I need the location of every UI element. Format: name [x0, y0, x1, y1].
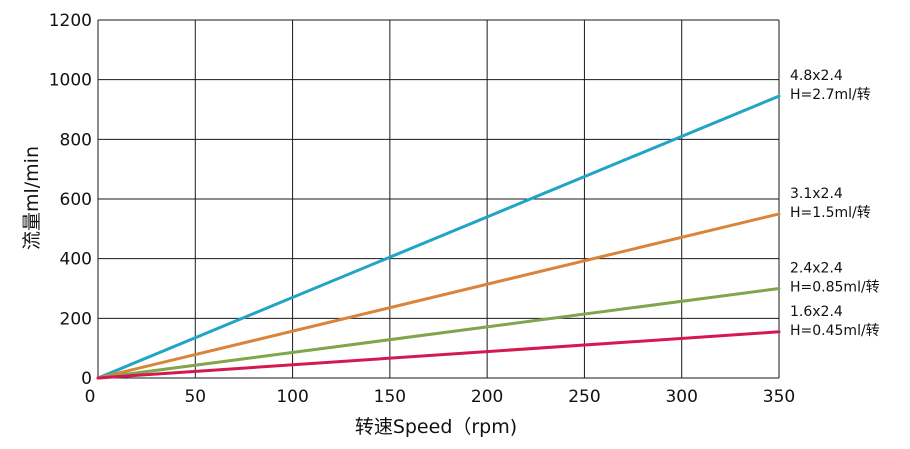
- x-tick-label: 100: [276, 387, 308, 407]
- series-label: 2.4x2.4: [790, 261, 843, 277]
- x-axis-title: 转速Speed（rpm): [355, 416, 517, 438]
- series-lines: [96, 94, 781, 380]
- x-tick-label: 350: [763, 387, 795, 407]
- y-tick-label: 200: [60, 309, 92, 329]
- grid: [97, 19, 780, 379]
- y-tick-label: 1200: [49, 11, 92, 31]
- series-label: H=1.5ml/转: [790, 205, 871, 221]
- series-line: [96, 94, 781, 380]
- tick-labels: 0 50 100 150 200 250 300 350 0 200 400 600 800 1000 12…: [49, 11, 795, 407]
- series-label: 1.6x2.4: [790, 304, 843, 320]
- y-tick-label: 400: [60, 250, 92, 270]
- y-tick-label: 1000: [49, 71, 92, 91]
- y-axis-title: 流量ml/min: [21, 146, 43, 250]
- x-tick-label: 300: [665, 387, 697, 407]
- y-tick-label: 0: [81, 369, 92, 389]
- series-label: H=0.45ml/转: [790, 323, 880, 339]
- series-label: H=2.7ml/转: [790, 87, 871, 103]
- x-tick-label: 0: [85, 387, 96, 407]
- series-line: [96, 330, 781, 380]
- series-label: 4.8x2.4: [790, 68, 843, 84]
- x-tick-label: 250: [568, 387, 600, 407]
- series-labels: 4.8x2.4 H=2.7ml/转 3.1x2.4 H=1.5ml/转 2.4x2.4 H…: [790, 68, 880, 339]
- y-tick-label: 600: [60, 190, 92, 210]
- series-label: 3.1x2.4: [790, 186, 843, 202]
- series-line: [96, 287, 781, 380]
- x-tick-label: 50: [184, 387, 206, 407]
- series-label: H=0.85ml/转: [790, 280, 880, 296]
- series-line: [96, 212, 781, 380]
- x-tick-label: 200: [471, 387, 503, 407]
- x-tick-label: 150: [374, 387, 406, 407]
- y-tick-label: 800: [60, 130, 92, 150]
